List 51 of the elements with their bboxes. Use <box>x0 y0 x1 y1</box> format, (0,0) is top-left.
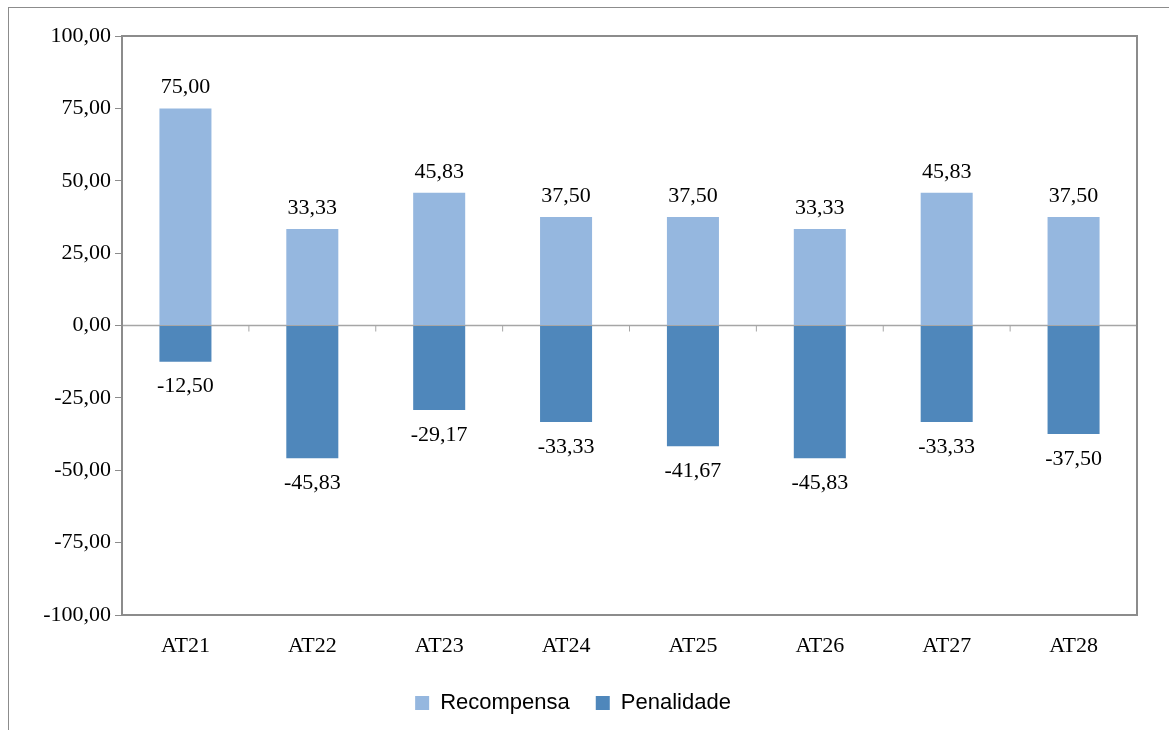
data-label: 37,50 <box>541 181 591 207</box>
data-label: -45,83 <box>283 468 341 494</box>
x-tick-label: AT26 <box>795 631 845 657</box>
data-label: -33,33 <box>918 432 976 458</box>
x-tick-label: AT24 <box>541 631 591 657</box>
data-label: -41,67 <box>664 456 722 482</box>
x-tick-label: AT21 <box>160 631 210 657</box>
bar <box>159 326 212 362</box>
bar <box>540 216 593 325</box>
data-label: -37,50 <box>1045 444 1102 470</box>
data-label: 33,33 <box>795 193 845 219</box>
y-tick-label: -100,00 <box>43 600 111 626</box>
bar <box>793 326 846 459</box>
y-tick-label: 25,00 <box>61 238 111 264</box>
x-tick-label: AT23 <box>414 631 464 657</box>
data-label: -33,33 <box>537 432 595 458</box>
bar <box>920 326 973 422</box>
data-label: -12,50 <box>157 372 214 398</box>
data-label: 37,50 <box>1048 181 1099 207</box>
bar <box>1047 326 1100 435</box>
legend-label: Recompensa <box>440 689 571 715</box>
y-tick-label: -25,00 <box>54 383 111 409</box>
y-tick-label: 75,00 <box>61 94 111 120</box>
bar <box>159 108 212 325</box>
bar <box>1047 216 1100 325</box>
data-label: 45,83 <box>921 157 972 183</box>
bar <box>413 326 466 410</box>
data-label: 75,00 <box>160 73 211 99</box>
data-label: 45,83 <box>414 157 464 183</box>
y-tick-label: 50,00 <box>61 166 111 192</box>
x-tick-label: AT22 <box>287 631 337 657</box>
y-tick-label: -75,00 <box>54 528 111 554</box>
data-label: 37,50 <box>668 181 718 207</box>
data-label: -45,83 <box>791 468 849 494</box>
bar <box>286 229 339 325</box>
x-tick-label: AT27 <box>922 631 972 657</box>
bar <box>666 216 719 325</box>
x-tick-label: AT28 <box>1049 631 1099 657</box>
x-tick-label: AT25 <box>668 631 718 657</box>
bar <box>413 192 466 325</box>
bar <box>920 192 973 325</box>
data-label: 33,33 <box>287 193 338 219</box>
bar <box>540 326 593 422</box>
y-tick-label: 0,00 <box>72 311 111 337</box>
bar <box>666 326 719 447</box>
data-label: -29,17 <box>410 420 468 446</box>
legend-label: Penalidade <box>620 689 731 715</box>
bar <box>793 229 846 325</box>
y-tick-label: -50,00 <box>54 456 111 482</box>
bar <box>286 326 339 459</box>
y-tick-label: 100,00 <box>50 21 111 47</box>
